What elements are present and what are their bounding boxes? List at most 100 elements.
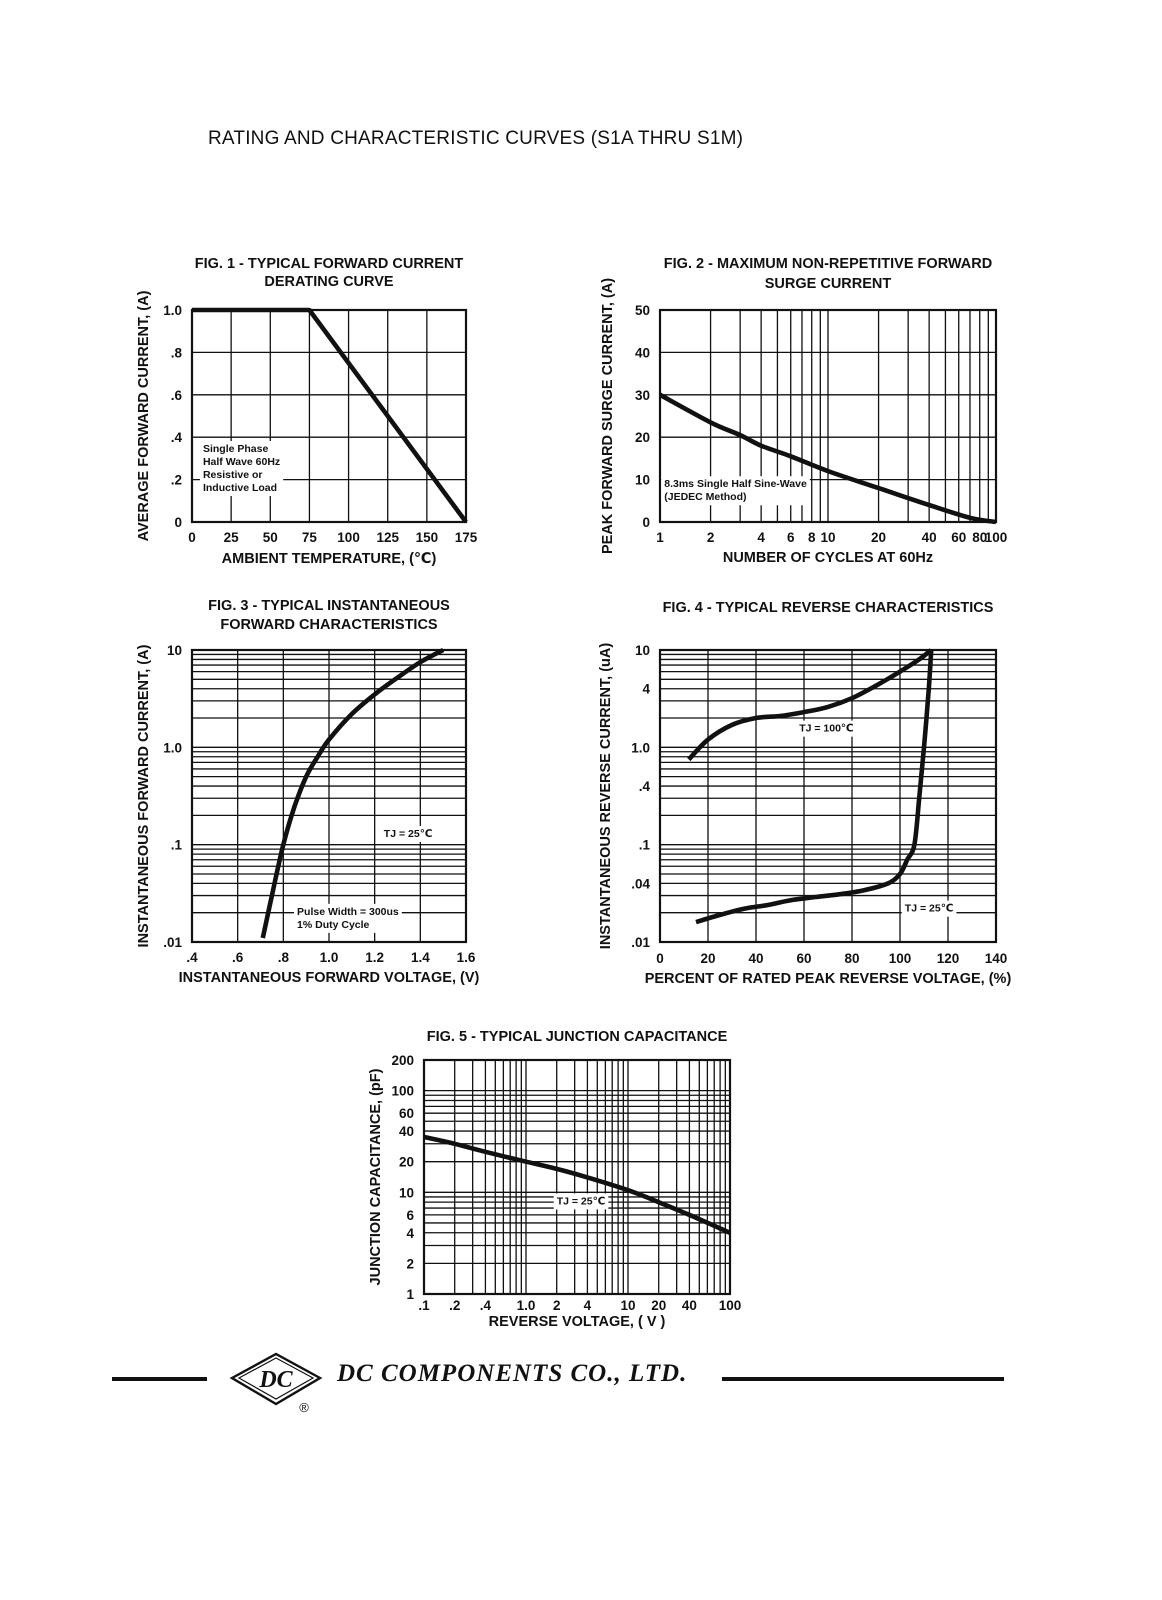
fig5-xtick-label: 10 bbox=[620, 1298, 635, 1313]
footer-rule-left bbox=[112, 1377, 207, 1381]
logo-text: DC bbox=[258, 1367, 293, 1393]
fig4-chart: FIG. 4 - TYPICAL REVERSE CHARACTERISTICS… bbox=[598, 600, 1012, 987]
fig5-y-axis-label: JUNCTION CAPACITANCE, (pF) bbox=[368, 1068, 384, 1285]
fig5-note-text: TJ = 25℃ bbox=[557, 1195, 606, 1207]
fig1-note-background bbox=[199, 441, 284, 497]
fig5-ytick-label: 6 bbox=[406, 1208, 414, 1223]
fig4-xtick-label: 60 bbox=[796, 951, 811, 966]
fig3-xtick-label: 1.6 bbox=[457, 950, 476, 965]
fig1-ytick-label: .2 bbox=[171, 473, 182, 488]
fig1-plot-frame bbox=[190, 308, 468, 524]
fig2-xtick-label: 10 bbox=[820, 530, 835, 545]
fig2-y-axis-label: PEAK FORWARD SURGE CURRENT, (A) bbox=[600, 278, 616, 554]
fig3-ytick-label: 10 bbox=[167, 643, 182, 658]
fig3-ytick-label: .1 bbox=[171, 838, 183, 853]
fig5-ytick-label: 10 bbox=[399, 1185, 414, 1200]
fig4-note-text: TJ = 25℃ bbox=[905, 903, 954, 915]
fig3-y-axis-label: INSTANTANEOUS FORWARD CURRENT, (A) bbox=[136, 644, 152, 947]
fig5-note-1: TJ = 25℃ bbox=[553, 1193, 609, 1210]
company-name: DC COMPONENTS CO., LTD. bbox=[337, 1360, 688, 1387]
fig5-xtick-label: 100 bbox=[719, 1298, 742, 1313]
company-logo: DC ® bbox=[229, 1352, 323, 1415]
fig3-xtick-label: .4 bbox=[186, 950, 198, 965]
fig5-ytick-label: 1 bbox=[406, 1287, 414, 1302]
fig1-ytick-label: .6 bbox=[171, 388, 183, 403]
fig2-ytick-label: 40 bbox=[635, 345, 650, 360]
fig4-ytick-label: 10 bbox=[635, 643, 650, 658]
fig5-xtick-label: .4 bbox=[480, 1298, 492, 1313]
fig2-ytick-label: 10 bbox=[635, 473, 650, 488]
fig5-ytick-label: 100 bbox=[391, 1084, 414, 1099]
fig4-xtick-label: 100 bbox=[889, 951, 912, 966]
fig3-xtick-label: .6 bbox=[232, 950, 244, 965]
fig4-y-axis-label: INSTANTANEOUS REVERSE CURRENT, (uA) bbox=[598, 643, 614, 950]
fig2-note-background bbox=[661, 476, 810, 506]
footer-rule-right bbox=[722, 1377, 1004, 1381]
fig4-plot-frame bbox=[658, 648, 998, 944]
fig1-xtick-label: 175 bbox=[455, 530, 478, 545]
registered-mark: ® bbox=[299, 1400, 309, 1415]
fig5-ytick-label: 60 bbox=[399, 1106, 414, 1121]
fig5-xtick-label: 20 bbox=[651, 1298, 666, 1313]
fig3-note-text: Pulse Width = 300us bbox=[297, 906, 399, 918]
fig2-series-1-line bbox=[658, 392, 997, 525]
fig5-ytick-label: 20 bbox=[399, 1155, 414, 1170]
fig2-xtick-label: 2 bbox=[707, 530, 715, 545]
fig5-xtick-label: .2 bbox=[449, 1298, 460, 1313]
fig5-xtick-label: 2 bbox=[553, 1298, 561, 1313]
fig2-xtick-label: 40 bbox=[922, 530, 937, 545]
fig2-note-text: 8.3ms Single Half Sine-Wave bbox=[664, 478, 807, 490]
fig3-title-line-2: FORWARD CHARACTERISTICS bbox=[220, 617, 438, 633]
fig2-chart: FIG. 2 - MAXIMUM NON-REPETITIVE FORWARD S… bbox=[600, 256, 1008, 566]
fig5-plot-frame bbox=[422, 1058, 732, 1296]
fig2-xtick-label: 4 bbox=[757, 530, 765, 545]
fig3-ytick-label: .01 bbox=[163, 935, 182, 950]
fig5-grid bbox=[423, 1059, 731, 1295]
fig3-plot-frame bbox=[190, 648, 468, 944]
fig1-xtick-label: 75 bbox=[302, 530, 318, 545]
fig4-ytick-label: .4 bbox=[639, 779, 651, 794]
fig5-ytick-label: 4 bbox=[406, 1226, 414, 1241]
fig1-title-line-2: DERATING CURVE bbox=[264, 274, 393, 290]
fig1-ytick-label: .8 bbox=[171, 345, 183, 360]
fig3-note-text: TJ = 25℃ bbox=[384, 828, 433, 840]
fig5-title-line-1: FIG. 5 - TYPICAL JUNCTION CAPACITANCE bbox=[427, 1029, 728, 1045]
fig4-note-background bbox=[901, 900, 957, 917]
fig3-note-1: TJ = 25℃ bbox=[380, 825, 436, 842]
fig4-x-axis-label: PERCENT OF RATED PEAK REVERSE VOLTAGE, (… bbox=[645, 971, 1012, 987]
fig2-ytick-label: 0 bbox=[642, 515, 650, 530]
fig3-note-background bbox=[380, 825, 436, 842]
fig5-series-1-line bbox=[423, 1134, 731, 1235]
fig4-note-2: TJ = 25℃ bbox=[901, 900, 957, 917]
fig1-xtick-label: 25 bbox=[224, 530, 240, 545]
fig1-xtick-label: 100 bbox=[337, 530, 360, 545]
fig4-series-2-line bbox=[695, 649, 934, 925]
page-title: RATING AND CHARACTERISTIC CURVES (S1A TH… bbox=[208, 128, 744, 149]
fig5-ytick-label: 2 bbox=[406, 1256, 414, 1271]
fig2-xtick-label: 100 bbox=[985, 530, 1008, 545]
fig1-note-text: Resistive or bbox=[203, 469, 263, 481]
fig1-note-text: Half Wave 60Hz bbox=[203, 456, 280, 468]
fig4-title-line-1: FIG. 4 - TYPICAL REVERSE CHARACTERISTICS bbox=[663, 600, 994, 616]
fig3-note-background bbox=[294, 903, 402, 933]
fig1-xtick-label: 0 bbox=[188, 530, 196, 545]
fig2-xtick-label: 20 bbox=[871, 530, 886, 545]
fig5-ytick-label: 40 bbox=[399, 1124, 414, 1139]
fig4-series-1-line bbox=[687, 648, 933, 762]
fig2-xtick-label: 6 bbox=[787, 530, 795, 545]
fig1-ytick-label: .4 bbox=[171, 430, 183, 445]
fig4-ytick-label: .04 bbox=[631, 876, 650, 891]
fig2-x-axis-label: NUMBER OF CYCLES AT 60Hz bbox=[723, 550, 933, 566]
fig5-x-axis-label: REVERSE VOLTAGE, ( V ) bbox=[489, 1314, 666, 1330]
fig3-x-axis-label: INSTANTANEOUS FORWARD VOLTAGE, (V) bbox=[179, 970, 480, 986]
fig5-xtick-label: 40 bbox=[682, 1298, 697, 1313]
fig1-series-1-line bbox=[192, 307, 468, 524]
fig2-title-line-1: FIG. 2 - MAXIMUM NON-REPETITIVE FORWARD bbox=[664, 256, 992, 272]
fig5-xtick-label: .1 bbox=[418, 1298, 430, 1313]
fig2-xtick-label: 1 bbox=[656, 530, 664, 545]
fig3-note-text: 1% Duty Cycle bbox=[297, 919, 370, 931]
fig3-xtick-label: .8 bbox=[278, 950, 290, 965]
fig3-title-line-1: FIG. 3 - TYPICAL INSTANTANEOUS bbox=[208, 598, 450, 614]
fig2-xtick-label: 60 bbox=[951, 530, 966, 545]
